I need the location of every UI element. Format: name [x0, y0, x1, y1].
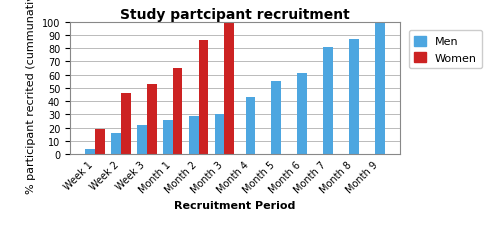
Bar — [349, 40, 359, 154]
X-axis label: Recruitment Period: Recruitment Period — [174, 200, 296, 210]
Bar — [188, 116, 198, 154]
Bar — [95, 129, 104, 154]
Bar — [163, 120, 172, 154]
Bar — [324, 48, 333, 154]
Bar — [198, 41, 208, 154]
Bar — [246, 98, 256, 154]
Bar — [224, 23, 234, 154]
Bar — [111, 133, 121, 154]
Title: Study partcipant recruitment: Study partcipant recruitment — [120, 7, 350, 22]
Y-axis label: % participant recrited (cummunative): % participant recrited (cummunative) — [26, 0, 36, 194]
Bar — [121, 94, 130, 154]
Bar — [146, 85, 156, 154]
Bar — [272, 82, 281, 154]
Legend: Men, Women: Men, Women — [409, 31, 482, 69]
Bar — [137, 125, 146, 154]
Bar — [214, 115, 224, 154]
Bar — [375, 24, 385, 154]
Bar — [85, 149, 95, 154]
Bar — [298, 74, 307, 154]
Bar — [172, 69, 182, 154]
